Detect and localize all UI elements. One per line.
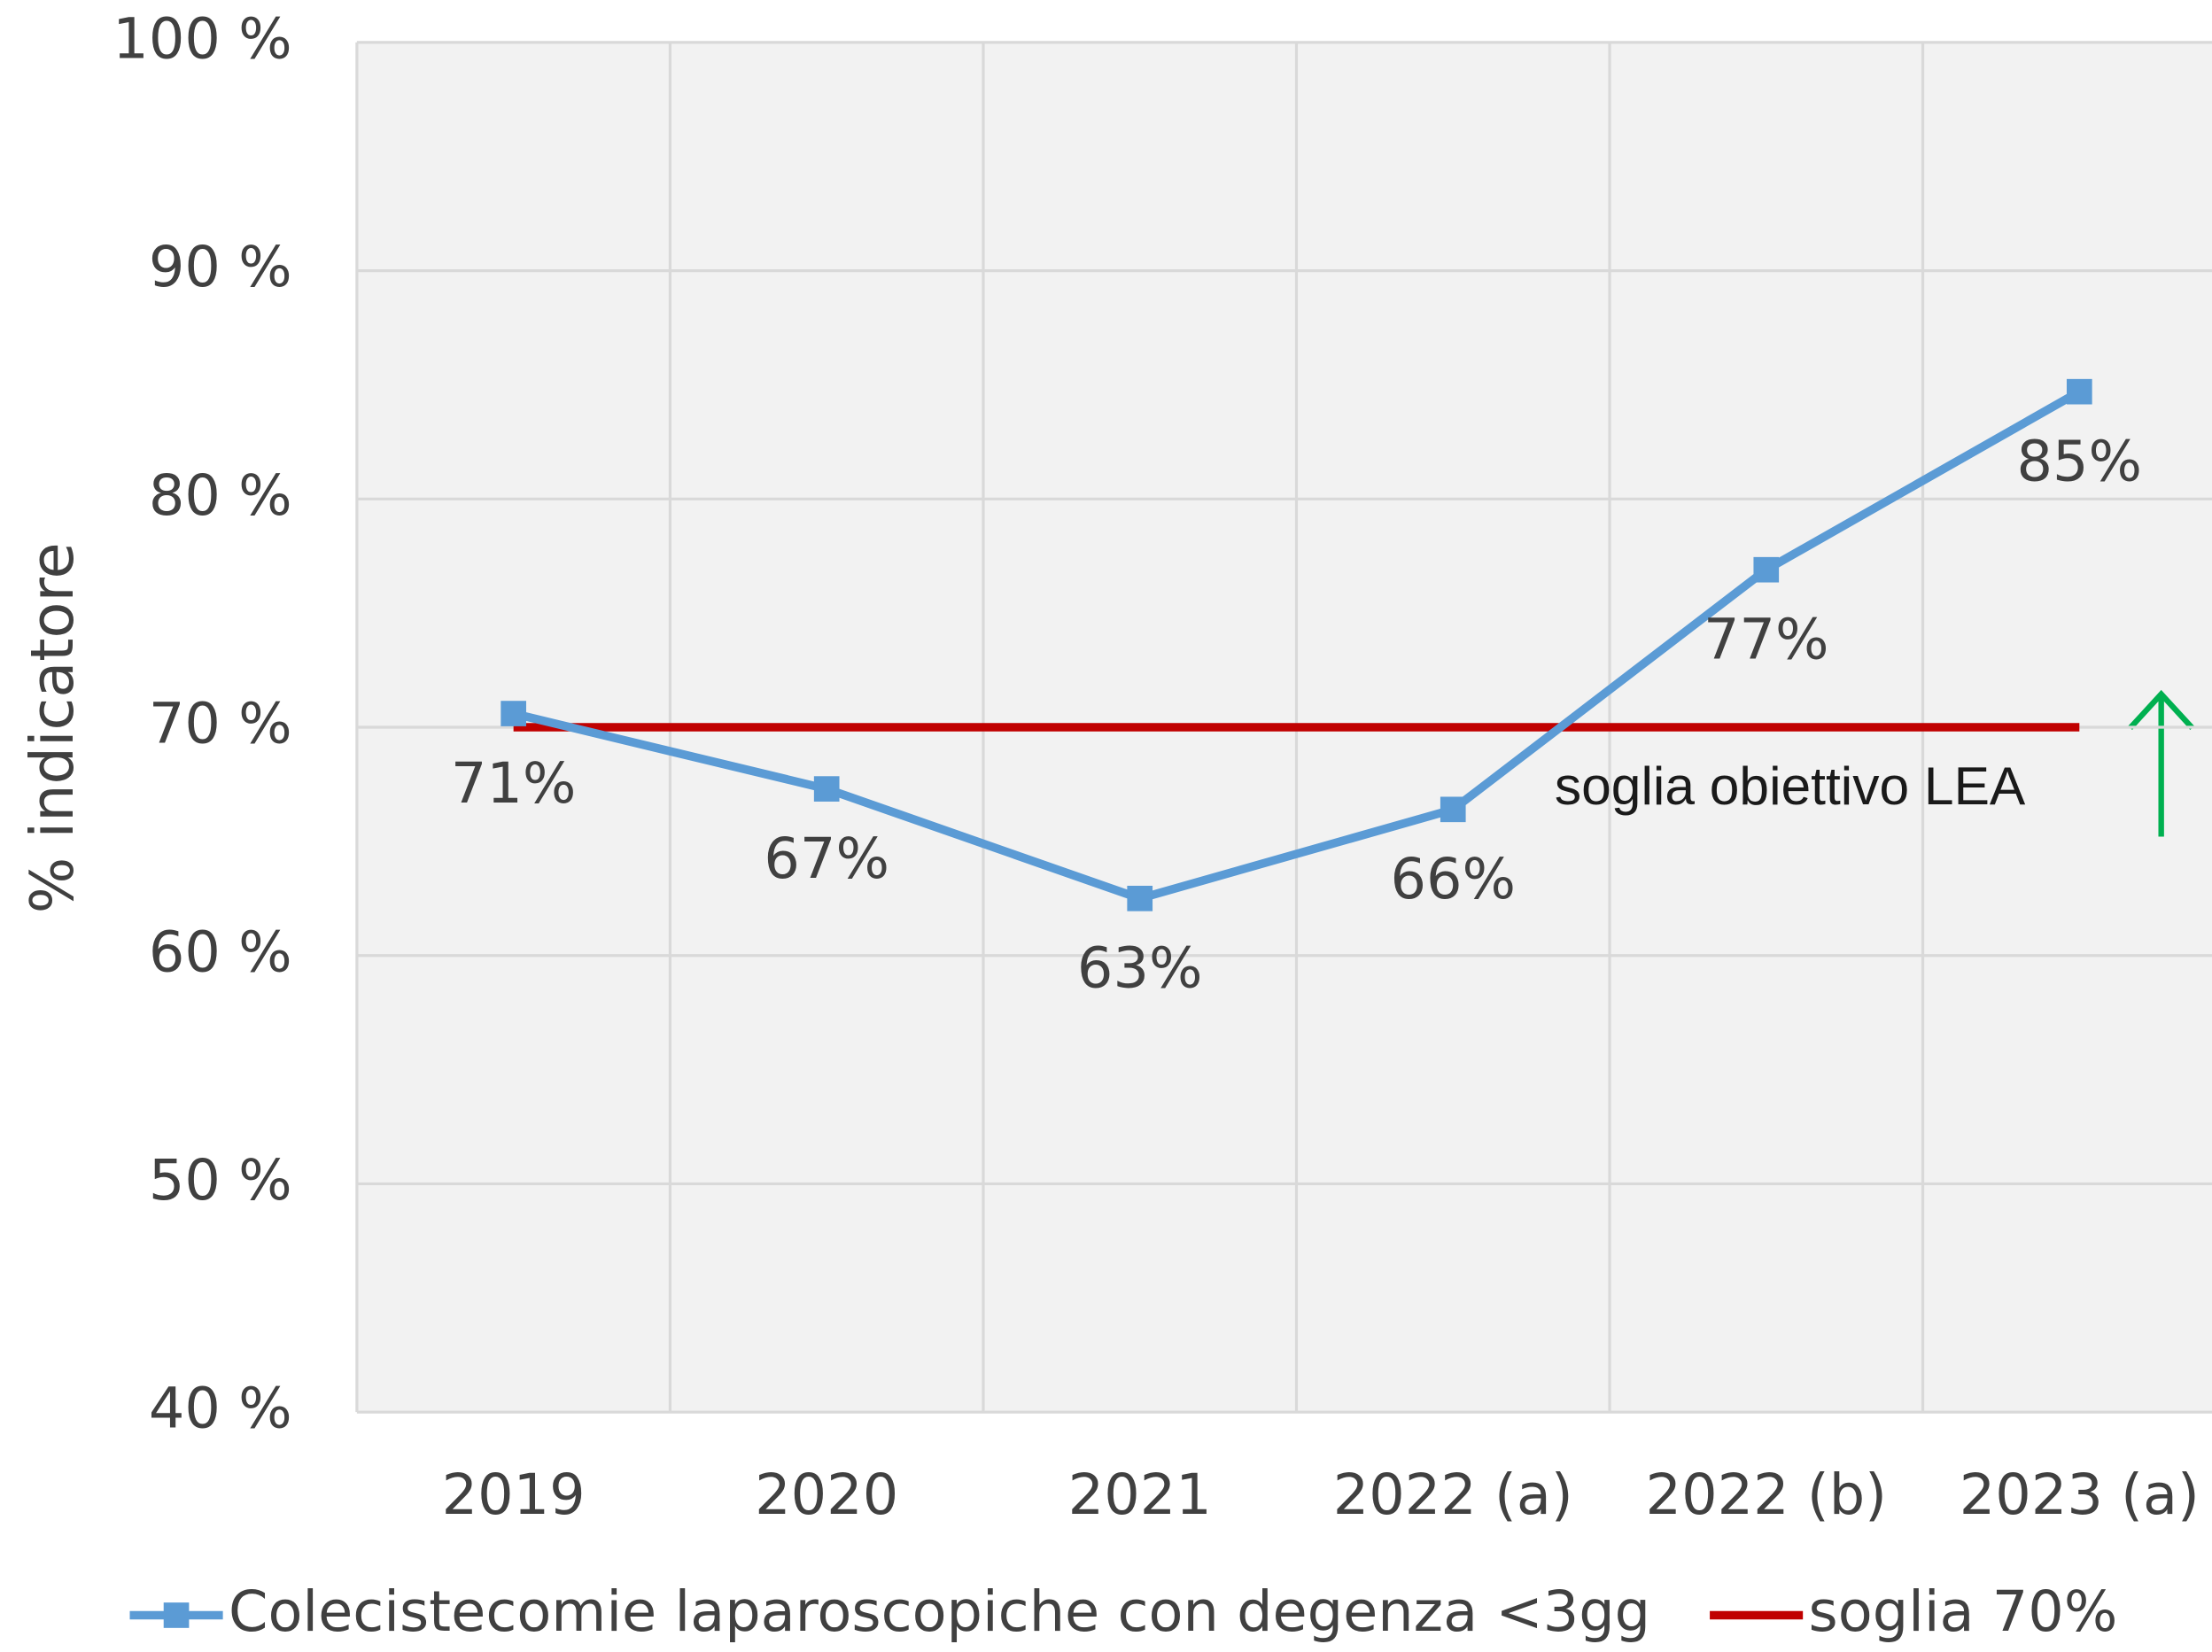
- point-marker: [1440, 796, 1466, 823]
- y-tick-label: 80 %: [149, 463, 292, 529]
- x-tick-label: 2019: [442, 1462, 586, 1528]
- y-tick-label: 60 %: [149, 919, 292, 985]
- data-label: 77%: [1704, 608, 1829, 673]
- y-axis-label: % indicatore: [18, 542, 87, 913]
- legend-label: soglia 70%: [1809, 1579, 2118, 1645]
- y-tick-label: 100 %: [113, 6, 291, 72]
- y-tick-label: 70 %: [149, 692, 292, 757]
- target-arrow: [2128, 689, 2195, 837]
- y-tick-label: 40 %: [149, 1377, 292, 1442]
- point-marker: [501, 701, 526, 726]
- data-label: 66%: [1390, 847, 1516, 912]
- x-tick-label: 2022 (b): [1646, 1462, 1887, 1528]
- x-tick-label: 2020: [755, 1462, 898, 1528]
- x-tick-label: 2023 (a): [1960, 1462, 2200, 1528]
- y-tick-label: 50 %: [149, 1148, 292, 1214]
- point-marker: [2066, 378, 2092, 405]
- y-tick-label: 90 %: [149, 235, 292, 300]
- point-marker: [1753, 556, 1780, 583]
- data-label: 67%: [764, 826, 889, 892]
- x-tick-label: 2021: [1068, 1462, 1212, 1528]
- arrow-head: [2128, 689, 2195, 730]
- annotation: soglia obiettivo LEA: [1555, 756, 2026, 816]
- data-label: 63%: [1077, 936, 1203, 1002]
- legend-marker: [163, 1602, 190, 1628]
- x-tick-label: 2022 (a): [1333, 1462, 1573, 1528]
- data-label: 85%: [2017, 430, 2143, 495]
- point-marker: [813, 776, 840, 802]
- data-label: 71%: [451, 751, 577, 817]
- point-marker: [1127, 885, 1153, 911]
- legend-label: Colecistecomie laparoscopiche con degenz…: [229, 1579, 1650, 1645]
- data-line: [512, 388, 2082, 904]
